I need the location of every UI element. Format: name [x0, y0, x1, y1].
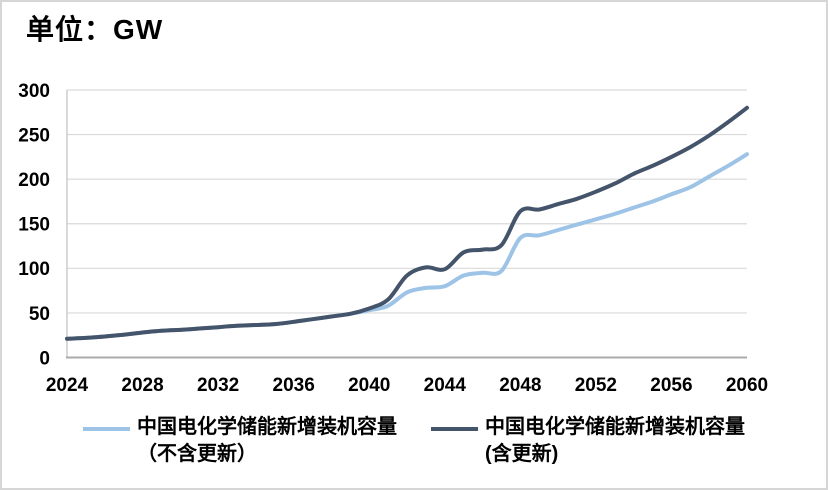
y-tick-label: 150: [18, 215, 50, 236]
legend: 中国电化学储能新增装机容量 （不含更新） 中国电化学储能新增装机容量 (含更新): [0, 414, 828, 468]
legend-item-without-renewal: 中国电化学储能新增装机容量 （不含更新）: [83, 414, 397, 468]
x-tick-label: 2044: [424, 375, 467, 396]
y-tick-label: 250: [18, 125, 50, 146]
x-tick-label: 2040: [348, 375, 390, 396]
x-tick-label: 2024: [46, 375, 89, 396]
series-line-without-renewal: [65, 152, 749, 341]
legend-swatch-light-blue: [83, 427, 130, 431]
legend-label-with-renewal: 中国电化学储能新增装机容量 (含更新): [485, 414, 745, 468]
x-tick-label: 2028: [121, 375, 163, 396]
line-chart: 0 50 100 150 200 250 300 2024 2028 2032 2036 2040 20…: [18, 81, 768, 396]
legend-label-without-renewal: 中国电化学储能新增装机容量 （不含更新）: [137, 414, 397, 468]
x-tick-label: 2056: [650, 375, 692, 396]
x-tick-label: 2060: [726, 375, 768, 396]
x-tick-label: 2036: [273, 375, 315, 396]
legend-label-line1: 中国电化学储能新增装机容量: [485, 416, 745, 438]
y-tick-label: 300: [18, 81, 50, 102]
x-tick-label: 2048: [499, 375, 541, 396]
legend-item-with-renewal: 中国电化学储能新增装机容量 (含更新): [431, 414, 745, 468]
x-tick-label: 2032: [197, 375, 239, 396]
legend-label-line2: （不含更新）: [137, 443, 257, 465]
y-tick-label: 100: [18, 259, 50, 280]
legend-label-line2: (含更新): [485, 443, 559, 465]
x-tick-label: 2052: [575, 375, 617, 396]
chart-title: 单位：GW: [26, 14, 164, 45]
legend-swatch-dark-blue: [431, 427, 478, 431]
legend-label-line1: 中国电化学储能新增装机容量: [137, 416, 397, 438]
y-tick-label: 200: [18, 170, 50, 191]
y-tick-label: 50: [29, 304, 50, 325]
y-tick-label: 0: [39, 348, 50, 369]
series-line-with-renewal: [65, 105, 749, 341]
